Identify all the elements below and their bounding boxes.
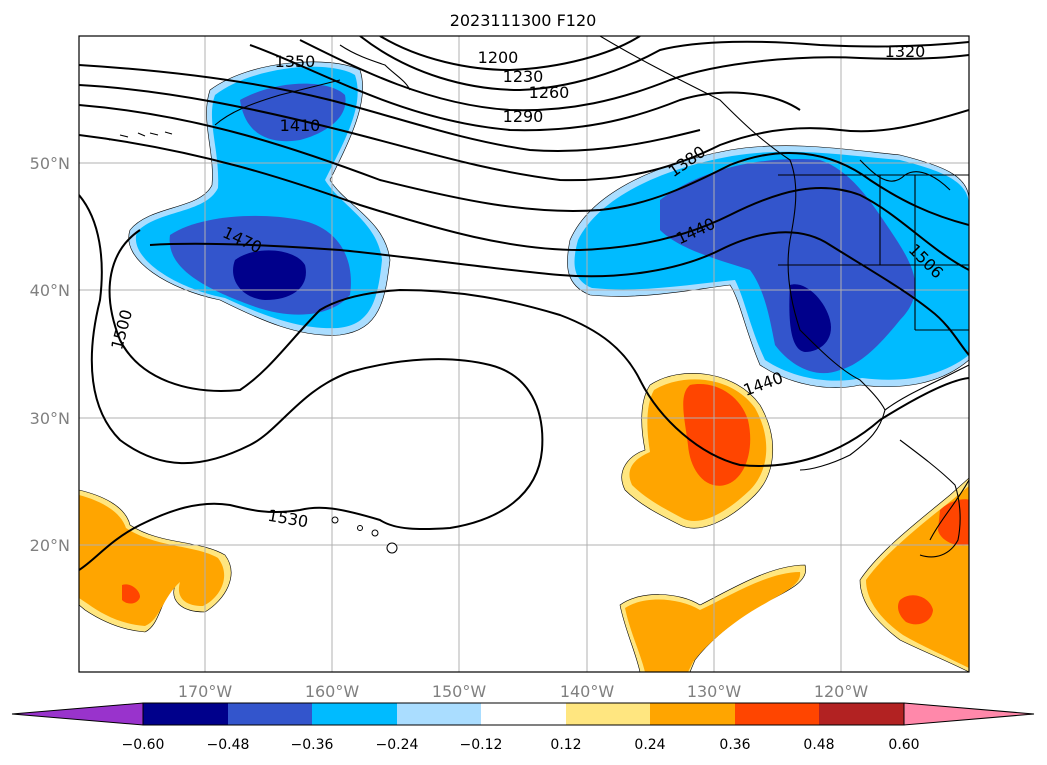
- colorbar-segment: [735, 703, 819, 725]
- gridlines: [79, 36, 969, 672]
- colorbar-tick: 0.60: [888, 737, 919, 753]
- colorbar-segment: [143, 703, 228, 725]
- colorbar-segment: [228, 703, 312, 725]
- lon-label: 120°W: [814, 682, 869, 701]
- colorbar-outline: [142, 702, 905, 726]
- colorbar-segment: [819, 703, 904, 725]
- lon-label: 160°W: [305, 682, 360, 701]
- map-area: 1350 1200 1230 1260 1290 1320 1410 1380 …: [79, 36, 969, 672]
- colorbar-segment: [397, 703, 481, 725]
- contour-label: 1320: [885, 42, 926, 61]
- figure-title: 2023111300 F120: [450, 11, 597, 30]
- lon-label: 140°W: [560, 682, 615, 701]
- lon-label: 170°W: [178, 682, 233, 701]
- hawaii-islands: [331, 516, 398, 554]
- lat-label: 20°N: [30, 536, 70, 555]
- lat-axis-labels: 20°N 30°N 40°N 50°N: [30, 154, 70, 555]
- contour-label: 1200: [478, 48, 519, 67]
- colorbar-extend-high: [903, 702, 1035, 726]
- colorbar-tick: 0.12: [550, 737, 581, 753]
- colorbar-tick: 0.36: [719, 737, 750, 753]
- lon-label: 150°W: [432, 682, 487, 701]
- colorbar: −0.60 −0.48 −0.36 −0.24 −0.12 0.12 0.24 …: [11, 702, 1035, 753]
- map-frame: [78, 35, 970, 673]
- contour-label: 1230: [503, 67, 544, 86]
- negative-anomaly-fills: [128, 61, 969, 388]
- colorbar-tick: −0.48: [207, 737, 250, 753]
- coastlines: [104, 36, 969, 558]
- colorbar-extend-low: [11, 702, 144, 726]
- colorbar-segment: [566, 703, 650, 725]
- colorbar-tick: 0.48: [803, 737, 834, 753]
- colorbar-tick: −0.36: [291, 737, 334, 753]
- lat-label: 40°N: [30, 281, 70, 300]
- colorbar-tick-labels: −0.60 −0.48 −0.36 −0.24 −0.12 0.12 0.24 …: [122, 737, 920, 753]
- colorbar-tick: −0.12: [460, 737, 503, 753]
- contour-label: 1290: [503, 107, 544, 126]
- lon-label: 130°W: [687, 682, 742, 701]
- height-contours: [79, 36, 969, 571]
- colorbar-tick: −0.60: [122, 737, 165, 753]
- contour-label: 1350: [275, 52, 316, 71]
- colorbar-tick: −0.24: [376, 737, 419, 753]
- lat-label: 50°N: [30, 154, 70, 173]
- colorbar-segment: [650, 703, 735, 725]
- lon-axis-labels: 170°W 160°W 150°W 140°W 130°W 120°W: [178, 682, 869, 701]
- colorbar-tick: 0.24: [634, 737, 665, 753]
- lat-label: 30°N: [30, 409, 70, 428]
- colorbar-segment: [312, 703, 397, 725]
- contour-label: 1260: [529, 83, 570, 102]
- contour-label: 1410: [280, 116, 321, 135]
- colorbar-segment: [481, 703, 566, 725]
